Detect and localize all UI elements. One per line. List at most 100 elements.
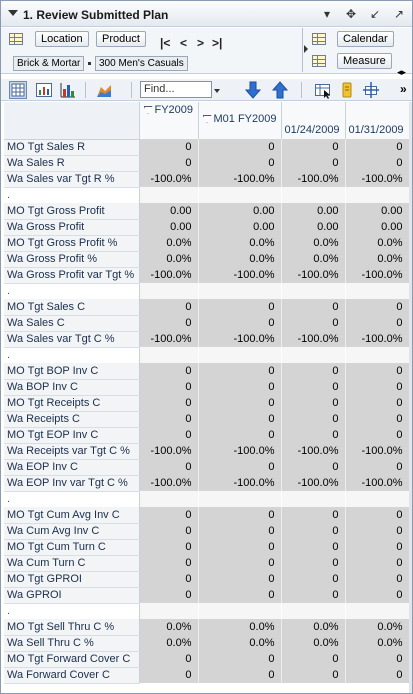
grid-corner[interactable] — [4, 102, 140, 140]
chart-grid-icon[interactable] — [35, 81, 53, 99]
select-cells-icon[interactable] — [314, 81, 332, 99]
overflow-arrow-icon[interactable]: ◂▸ — [397, 67, 407, 77]
move-icon[interactable]: ✥ — [345, 7, 357, 21]
grid-cell[interactable]: 0 — [198, 667, 282, 683]
grid-cell[interactable]: -100.0% — [198, 443, 282, 459]
grid-cell[interactable]: -100.0% — [281, 443, 346, 459]
product-button[interactable]: Product — [96, 31, 146, 47]
row-label[interactable]: Wa Sales R — [4, 155, 140, 172]
grid-cell[interactable]: 0 — [345, 155, 410, 171]
grid-cell[interactable]: 0 — [281, 427, 346, 443]
grid-cell[interactable]: 0.0% — [345, 235, 410, 251]
grid-cell[interactable]: -100.0% — [198, 331, 282, 347]
grid-cell[interactable]: 0 — [345, 539, 410, 555]
grid-cell[interactable]: 0 — [345, 299, 410, 315]
row-label[interactable]: . — [4, 491, 140, 507]
row-label[interactable]: MO Tgt EOP Inv C — [4, 427, 140, 444]
collapse-triangle-icon[interactable] — [143, 106, 153, 114]
grid-cell[interactable]: 0 — [139, 523, 199, 539]
grid-cell[interactable]: 0 — [281, 507, 346, 523]
collapse-icon[interactable] — [8, 10, 18, 16]
grid-cell[interactable]: 0.0% — [198, 251, 282, 267]
row-label[interactable]: Wa Cum Avg Inv C — [4, 523, 140, 540]
row-label[interactable]: Wa Gross Profit var Tgt % — [4, 267, 140, 284]
grid-cell[interactable]: -100.0% — [345, 475, 410, 491]
grid-cell[interactable]: 0 — [345, 571, 410, 587]
grid-cell[interactable]: 0 — [139, 299, 199, 315]
grid-cell[interactable]: 0 — [281, 587, 346, 603]
grid-cell[interactable]: 0.0% — [139, 635, 199, 651]
row-label[interactable]: . — [4, 603, 140, 619]
grid-cell[interactable]: 0 — [345, 427, 410, 443]
grid-cell[interactable]: -100.0% — [345, 443, 410, 459]
toolbar-overflow-icon[interactable]: » — [400, 82, 407, 96]
measure-grid-icon[interactable] — [312, 55, 326, 67]
grid-cell[interactable]: -100.0% — [345, 171, 410, 187]
grid-cell[interactable]: 0 — [281, 139, 346, 155]
chevron-down-icon[interactable]: ▾ — [323, 7, 331, 21]
grid-cell[interactable]: 0 — [139, 315, 199, 331]
grid-cell[interactable]: -100.0% — [139, 171, 199, 187]
grid-cell[interactable]: 0 — [345, 651, 410, 667]
grid-cell[interactable]: -100.0% — [281, 475, 346, 491]
divider-arrow-icon[interactable] — [304, 45, 308, 53]
grid-cell[interactable]: 0.0% — [281, 235, 346, 251]
row-label[interactable]: Wa Sales var Tgt C % — [4, 331, 140, 348]
grid-cell[interactable]: 0 — [345, 523, 410, 539]
grid-cell[interactable]: 0 — [281, 299, 346, 315]
grid-cell[interactable]: 0 — [345, 395, 410, 411]
row-label[interactable]: Wa EOP Inv var Tgt C % — [4, 475, 140, 492]
row-label[interactable]: Wa Sales C — [4, 315, 140, 332]
column-header-week1[interactable]: 01/24/2009 — [281, 102, 346, 139]
row-label[interactable]: Wa EOP Inv C — [4, 459, 140, 476]
grid-cell[interactable]: -100.0% — [139, 443, 199, 459]
grid-cell[interactable]: 0 — [281, 539, 346, 555]
grid-cell[interactable]: 0 — [139, 395, 199, 411]
row-label[interactable]: Wa Receipts var Tgt C % — [4, 443, 140, 460]
row-label[interactable]: MO Tgt Gross Profit % — [4, 235, 140, 252]
grid-cell[interactable]: 0.00 — [281, 203, 346, 219]
calendar-button[interactable]: Calendar — [337, 31, 394, 47]
row-label[interactable]: Wa Forward Cover C — [4, 667, 140, 684]
arrow-up-icon[interactable] — [271, 81, 289, 99]
grid-cell[interactable]: 0.00 — [198, 219, 282, 235]
grid-cell[interactable]: 0 — [345, 667, 410, 683]
grid-cell[interactable]: 0.00 — [345, 203, 410, 219]
grid-cell[interactable]: 0.00 — [198, 203, 282, 219]
grid-cell[interactable]: 0.0% — [139, 251, 199, 267]
grid-cell[interactable]: 0.00 — [139, 203, 199, 219]
row-label[interactable]: . — [4, 347, 140, 363]
grid-cell[interactable]: 0 — [139, 379, 199, 395]
grid-cell[interactable]: -100.0% — [281, 331, 346, 347]
location-value[interactable]: Brick & Mortar — [13, 56, 85, 71]
grid-cell[interactable]: 0 — [281, 523, 346, 539]
grid-cell[interactable]: 0 — [345, 315, 410, 331]
vertical-scrollbar[interactable] — [409, 102, 412, 693]
grid-cell[interactable]: 0 — [198, 571, 282, 587]
expand-icon[interactable]: ↗ — [393, 7, 405, 21]
column-header-m01[interactable]: M01 FY2009 — [198, 102, 282, 139]
grid-cell[interactable]: 0 — [139, 587, 199, 603]
grid-cell[interactable]: -100.0% — [345, 267, 410, 283]
column-header-fy2009[interactable]: FY2009 — [139, 102, 199, 139]
grid-cell[interactable]: 0.0% — [345, 251, 410, 267]
grid-cell[interactable]: 0 — [198, 411, 282, 427]
grid-cell[interactable]: 0 — [281, 571, 346, 587]
grid-cell[interactable]: 0 — [345, 587, 410, 603]
grid-cell[interactable]: 0 — [345, 555, 410, 571]
grid-cell[interactable]: 0 — [281, 395, 346, 411]
row-label[interactable]: MO Tgt BOP Inv C — [4, 363, 140, 380]
row-label[interactable]: . — [4, 187, 140, 203]
row-label[interactable]: Wa Receipts C — [4, 411, 140, 428]
grid-cell[interactable]: 0 — [345, 411, 410, 427]
grid-cell[interactable]: 0 — [198, 315, 282, 331]
product-value[interactable]: 300 Men's Casuals — [95, 56, 188, 71]
grid-cell[interactable]: 0 — [198, 587, 282, 603]
grid-cell[interactable]: 0.00 — [345, 219, 410, 235]
grid-cell[interactable]: -100.0% — [198, 171, 282, 187]
grid-cell[interactable]: 0 — [198, 539, 282, 555]
grid-cell[interactable]: 0 — [281, 315, 346, 331]
grid-cell[interactable]: 0.0% — [198, 635, 282, 651]
area-chart-icon[interactable] — [95, 81, 113, 99]
bar-chart-icon[interactable] — [59, 81, 77, 99]
